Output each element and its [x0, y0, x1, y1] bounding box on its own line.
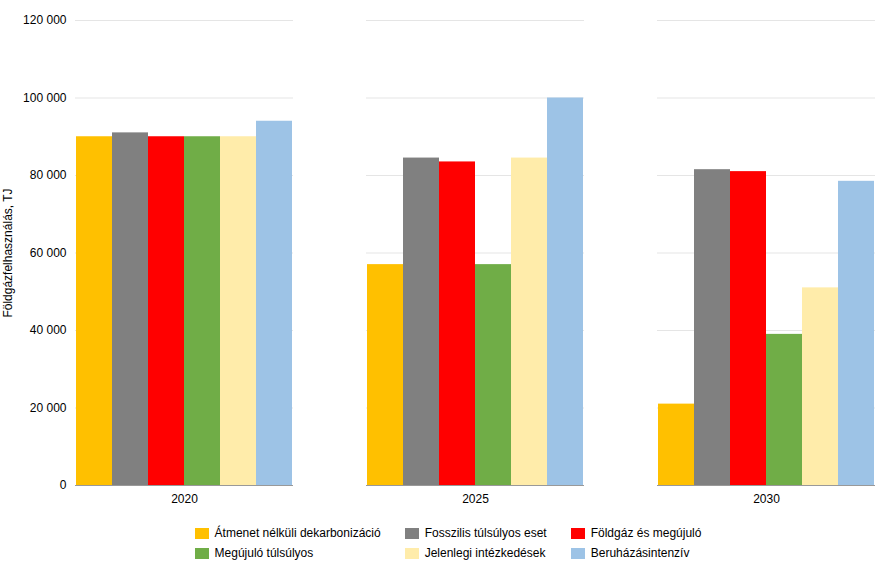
- svg-text:0: 0: [60, 478, 67, 492]
- svg-text:2020: 2020: [171, 492, 198, 506]
- svg-text:120 000: 120 000: [23, 13, 67, 27]
- svg-text:20 000: 20 000: [30, 401, 67, 415]
- html-text:Átmenet nélküli dekarbonizáció: Átmenet nélküli dekarbonizáció: [214, 526, 381, 540]
- html-text:Beruházásintenzív: Beruházásintenzív: [590, 546, 690, 560]
- html-text:Fosszilis túlsúlyos eset: Fosszilis túlsúlyos eset: [424, 526, 547, 540]
- html-text:Jelenlegi intézkedések: Jelenlegi intézkedések: [424, 546, 546, 560]
- html-text:Földgáz és megújuló: Földgáz és megújuló: [590, 526, 702, 540]
- svg-text:40 000: 40 000: [30, 323, 67, 337]
- svg-text:2030: 2030: [753, 492, 780, 506]
- svg-text:80 000: 80 000: [30, 168, 67, 182]
- svg-text:60 000: 60 000: [30, 246, 67, 260]
- svg-text:100 000: 100 000: [23, 91, 67, 105]
- html-text:Megújuló túlsúlyos: Megújuló túlsúlyos: [214, 546, 314, 560]
- svg-text:2025: 2025: [462, 492, 489, 506]
- svg-text:Földgázfelhasználás, TJ: Földgázfelhasználás, TJ: [1, 188, 15, 317]
